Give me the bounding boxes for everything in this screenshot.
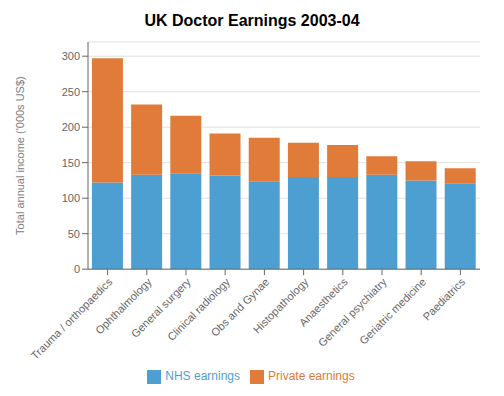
svg-text:100: 100 [62, 192, 80, 204]
svg-text:150: 150 [62, 157, 80, 169]
svg-text:Obs and Gynae: Obs and Gynae [208, 275, 272, 339]
svg-text:0: 0 [74, 263, 80, 275]
svg-text:200: 200 [62, 121, 80, 133]
svg-text:General psychiatry: General psychiatry [316, 275, 390, 349]
svg-text:Trauma / orthopaedics: Trauma / orthopaedics [28, 275, 115, 362]
svg-text:Total annual income ('000s US$: Total annual income ('000s US$) [14, 76, 26, 235]
svg-text:Histopathology: Histopathology [250, 275, 311, 336]
svg-text:300: 300 [62, 50, 80, 62]
svg-text:Geriatric medicine: Geriatric medicine [357, 276, 428, 347]
html-text:NHS earnings: NHS earnings [165, 369, 240, 384]
svg-text:Clinical radiology: Clinical radiology [164, 275, 233, 343]
svg-text:250: 250 [62, 86, 80, 98]
html-text:UK Doctor Earnings 2003-04: UK Doctor Earnings 2003-04 [144, 12, 360, 29]
svg-text:Anaesthetics: Anaesthetics [296, 275, 350, 329]
svg-text:General surgery: General surgery [128, 275, 193, 340]
html-text:Private earnings: Private earnings [268, 369, 355, 384]
svg-text:Ophthalmology: Ophthalmology [92, 275, 154, 337]
svg-text:Paediatrics: Paediatrics [420, 275, 467, 322]
svg-text:50: 50 [68, 228, 80, 240]
